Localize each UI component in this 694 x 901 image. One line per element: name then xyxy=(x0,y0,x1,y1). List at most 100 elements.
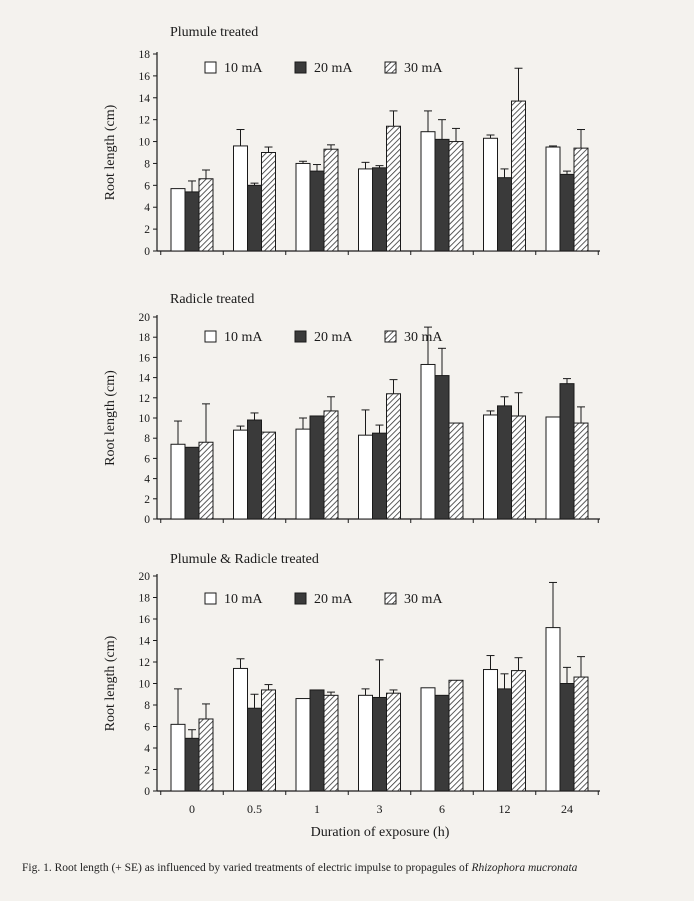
x-tick-label: 0.5 xyxy=(247,802,262,816)
caption-species: Rhizophora mucronata xyxy=(471,862,578,874)
legend-label: 10 mA xyxy=(224,61,263,76)
bar-filled xyxy=(309,689,325,792)
y-axis-label: Root length (cm) xyxy=(103,104,118,200)
bar-open xyxy=(358,168,373,252)
bar-filled xyxy=(372,167,387,252)
bar-open xyxy=(545,416,561,520)
bar-filled xyxy=(434,138,450,252)
legend-swatch-open xyxy=(204,61,217,74)
bar-filled xyxy=(184,737,200,792)
chart-panel-1: Plumule treated 0 2 4 6 8 10 12 14 16 18 Root lengt… xyxy=(103,25,600,258)
bar-filled xyxy=(497,177,512,252)
bar-filled xyxy=(497,405,512,520)
y-tick-label: 14 xyxy=(139,636,151,648)
chart-title: Plumule treated xyxy=(170,25,258,40)
legend-swatch-hatched xyxy=(384,61,397,74)
y-tick-label: 0 xyxy=(144,246,150,258)
x-tick-label: 0 xyxy=(189,802,195,816)
bar-hatched xyxy=(511,100,526,252)
legend-label: 30 mA xyxy=(404,330,443,345)
bar-filled xyxy=(497,688,512,792)
bar-open xyxy=(295,162,311,252)
bar-open xyxy=(233,429,248,520)
bar-hatched xyxy=(386,125,401,252)
legend-label: 10 mA xyxy=(224,330,263,345)
chart-panel-3: Plumule & Radicle treated024681012141618… xyxy=(103,552,600,816)
legend-label: 20 mA xyxy=(314,592,353,607)
bar-filled xyxy=(372,696,387,792)
bar-hatched xyxy=(448,141,464,252)
bar-open xyxy=(420,363,436,520)
y-tick-label: 2 xyxy=(144,224,150,236)
bar-hatched xyxy=(511,415,526,520)
chart-title: Radicle treated xyxy=(170,292,254,307)
legend-swatch-open xyxy=(204,330,217,343)
legend-swatch-filled xyxy=(294,330,307,343)
y-tick-label: 10 xyxy=(139,413,151,425)
bar-filled xyxy=(559,173,575,252)
y-tick-label: 18 xyxy=(139,49,151,61)
y-tick-label: 6 xyxy=(144,180,150,192)
figure-caption: Fig. 1. Root length (+ SE) as influenced… xyxy=(22,862,692,874)
bar-hatched xyxy=(261,431,276,520)
y-tick-label: 18 xyxy=(139,593,151,605)
bar-open xyxy=(170,723,186,792)
y-tick-label: 6 xyxy=(144,453,150,465)
x-tick-label: 24 xyxy=(561,802,573,816)
bar-hatched xyxy=(573,422,589,520)
y-tick-label: 12 xyxy=(139,393,151,405)
bar-hatched xyxy=(323,410,339,520)
chart-legend: 10 mA 20 mA 30 mA xyxy=(204,61,443,76)
bar-filled xyxy=(434,375,450,520)
chart-legend: 10 mA 20 mA 30 mA xyxy=(204,592,443,607)
bar-open xyxy=(358,434,373,520)
bar-hatched xyxy=(448,679,464,792)
y-tick-label: 12 xyxy=(139,115,151,127)
y-tick-label: 6 xyxy=(144,722,150,734)
x-tick-label: 1 xyxy=(314,802,320,816)
y-tick-label: 14 xyxy=(139,93,151,105)
y-tick-label: 2 xyxy=(144,765,150,777)
bar-hatched xyxy=(323,694,339,792)
legend-label: 20 mA xyxy=(314,61,353,76)
bar-filled xyxy=(559,683,575,792)
bar-filled xyxy=(247,184,262,252)
bar-hatched xyxy=(386,393,401,520)
legend-swatch-hatched xyxy=(384,330,397,343)
y-tick-label: 8 xyxy=(144,433,150,445)
y-tick-label: 12 xyxy=(139,657,151,669)
chart-legend: 10 mA 20 mA 30 mA xyxy=(204,330,443,345)
x-tick-label: 12 xyxy=(499,802,511,816)
y-tick-label: 16 xyxy=(139,352,151,364)
y-axis-label: Root length (cm) xyxy=(103,370,118,466)
y-tick-label: 18 xyxy=(139,332,151,344)
bar-open xyxy=(295,698,311,792)
bar-hatched xyxy=(261,152,276,252)
y-tick-label: 8 xyxy=(144,700,150,712)
bar-open xyxy=(233,667,248,792)
legend-label: 10 mA xyxy=(224,592,263,607)
y-tick-label: 0 xyxy=(144,786,150,798)
y-tick-label: 8 xyxy=(144,158,150,170)
bar-open xyxy=(545,146,561,252)
caption-text: Fig. 1. Root length (+ SE) as influenced… xyxy=(22,862,472,874)
y-tick-label: 14 xyxy=(139,373,151,385)
bar-filled xyxy=(309,415,325,520)
bar-hatched xyxy=(323,148,339,252)
legend-swatch-hatched xyxy=(384,592,397,605)
y-tick-label: 10 xyxy=(139,137,151,149)
legend-label: 20 mA xyxy=(314,330,353,345)
bar-open xyxy=(483,669,498,792)
bar-open xyxy=(295,428,311,520)
bar-filled xyxy=(247,419,262,520)
legend-label: 30 mA xyxy=(404,592,443,607)
chart-panel-2: Radicle treated 0 2 4 6 8 10 12 14 16 18 20 Root len… xyxy=(103,292,600,526)
bar-open xyxy=(170,188,186,252)
y-tick-label: 16 xyxy=(139,71,151,83)
bar-open xyxy=(233,145,248,252)
bar-open xyxy=(420,131,436,252)
bar-open xyxy=(358,694,373,792)
y-tick-label: 4 xyxy=(144,743,150,755)
